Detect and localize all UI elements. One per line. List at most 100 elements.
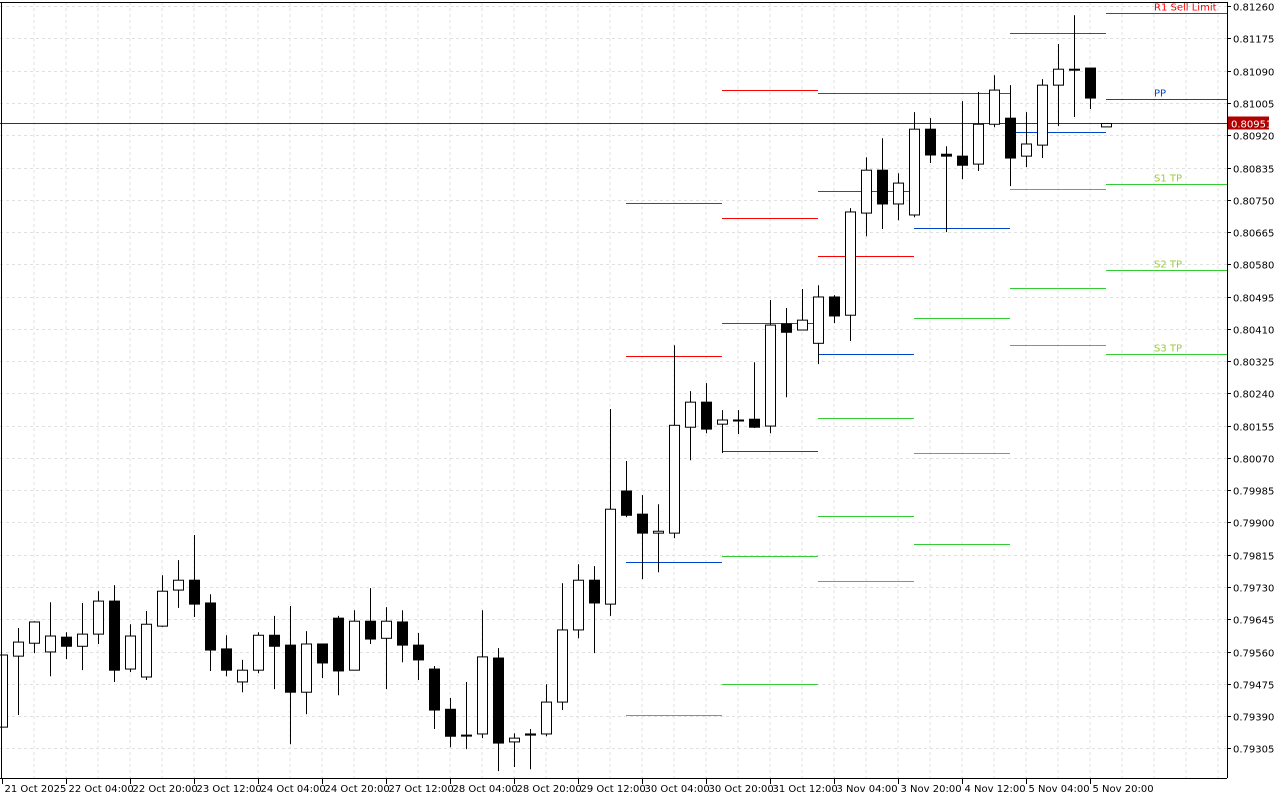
candle-body-bullish: [77, 633, 88, 647]
candle-body-bullish: [541, 701, 552, 735]
candle: [717, 410, 728, 454]
x-tick-label: 22 Oct 04:00: [69, 784, 134, 795]
candle: [765, 300, 776, 434]
candle-body-bullish: [1101, 122, 1112, 128]
candle-body-bullish: [989, 89, 1000, 125]
candle-body-bullish: [381, 620, 392, 639]
y-tick-label: 0.79730: [1233, 584, 1274, 595]
candle-body-bullish: [1053, 68, 1064, 86]
candle-body-bearish: [333, 617, 344, 672]
candle: [157, 575, 168, 627]
candle: [573, 564, 584, 639]
candle-body-bullish: [1037, 84, 1048, 146]
candle: [365, 588, 376, 644]
candle: [381, 607, 392, 690]
candle: [45, 602, 56, 677]
x-tick-label: 22 Oct 20:00: [133, 784, 198, 795]
candle: [221, 635, 232, 677]
candle-body-bearish: [781, 323, 792, 333]
x-tick-label: 5 Nov 20:00: [1093, 784, 1154, 795]
candle: [445, 697, 456, 748]
candle: [1053, 44, 1064, 127]
candle-body-bullish: [29, 621, 40, 644]
y-tick-label: 0.81090: [1233, 68, 1274, 79]
candle-body-bullish: [557, 629, 568, 703]
candle: [1021, 112, 1032, 168]
candle-body-bearish: [637, 513, 648, 534]
candle-body-bullish: [509, 737, 520, 743]
level-label: S2 TP: [1154, 260, 1182, 271]
candle: [589, 566, 600, 654]
candle: [13, 628, 24, 715]
candle-body-bullish: [797, 319, 808, 331]
candle-body-bullish: [1069, 68, 1080, 71]
candle-body-bullish: [45, 635, 56, 653]
candle: [141, 610, 152, 681]
y-tick-label: 0.80665: [1233, 229, 1274, 240]
candle: [701, 383, 712, 434]
level-label: R1 Sell Limit: [1154, 3, 1217, 14]
x-tick-label: 30 Oct 20:00: [709, 784, 774, 795]
y-tick-label: 0.80240: [1233, 390, 1274, 401]
x-tick-label: 3 Nov 20:00: [901, 784, 962, 795]
candle-body-bearish: [317, 643, 328, 664]
candle: [317, 643, 328, 679]
candle-body-bullish: [861, 169, 872, 214]
candle-body-bullish: [141, 623, 152, 678]
y-tick-label: 0.80920: [1233, 132, 1274, 143]
candle: [477, 610, 488, 739]
candle: [1037, 79, 1048, 159]
candle-body-bearish: [829, 296, 840, 317]
y-tick-label: 0.81175: [1233, 35, 1274, 46]
candle-body-bearish: [621, 490, 632, 516]
y-tick-label: 0.79560: [1233, 649, 1274, 660]
candle-body-bearish: [701, 401, 712, 430]
x-tick-label: 21 Oct 2025: [5, 784, 67, 795]
candle: [29, 621, 40, 654]
candle: [941, 146, 952, 233]
candle-body-bearish: [397, 621, 408, 646]
candle: [61, 632, 72, 660]
candle: [781, 307, 792, 398]
candle: [669, 345, 680, 539]
x-tick-label: 30 Oct 04:00: [645, 784, 710, 795]
candle: [109, 585, 120, 682]
candle: [1101, 122, 1112, 128]
y-tick-label: 0.79390: [1233, 713, 1274, 724]
candle-body-bearish: [1085, 67, 1096, 99]
y-tick-label: 0.79900: [1233, 519, 1274, 530]
candle-body-bullish: [173, 579, 184, 591]
candle: [893, 173, 904, 221]
level-label: S3 TP: [1154, 344, 1182, 355]
level-label: S1 TP: [1154, 174, 1182, 185]
candle-body-bearish: [205, 602, 216, 651]
candle-body-bullish: [845, 211, 856, 316]
candle: [845, 208, 856, 342]
y-tick-label: 0.80835: [1233, 165, 1274, 176]
current-price-label: 0.80951: [1231, 120, 1272, 131]
candle-body-bearish: [445, 708, 456, 737]
candle-body-bullish: [0, 654, 8, 728]
candle: [957, 101, 968, 180]
candle: [349, 610, 360, 671]
candle: [253, 632, 264, 674]
candle: [621, 460, 632, 518]
x-tick-label: 4 Nov 12:00: [965, 784, 1026, 795]
candle-body-bullish: [669, 424, 680, 534]
y-tick-label: 0.79815: [1233, 552, 1274, 563]
candle: [0, 654, 8, 728]
candle-body-bearish: [269, 634, 280, 647]
candle-body-bullish: [93, 600, 104, 635]
y-tick-label: 0.80410: [1233, 326, 1274, 337]
candle-body-bearish: [941, 153, 952, 157]
y-tick-label: 0.80750: [1233, 197, 1274, 208]
candle: [829, 295, 840, 324]
x-tick-label: 24 Oct 04:00: [261, 784, 326, 795]
pivot-levels: R1 Sell Limit PP S1 TP S2 TP S3 TP: [626, 3, 1227, 716]
x-tick-label: 5 Nov 04:00: [1029, 784, 1090, 795]
candle-body-bullish: [973, 123, 984, 165]
level-label: PP: [1154, 89, 1166, 100]
candle-body-bearish: [413, 644, 424, 661]
candle: [493, 648, 504, 772]
